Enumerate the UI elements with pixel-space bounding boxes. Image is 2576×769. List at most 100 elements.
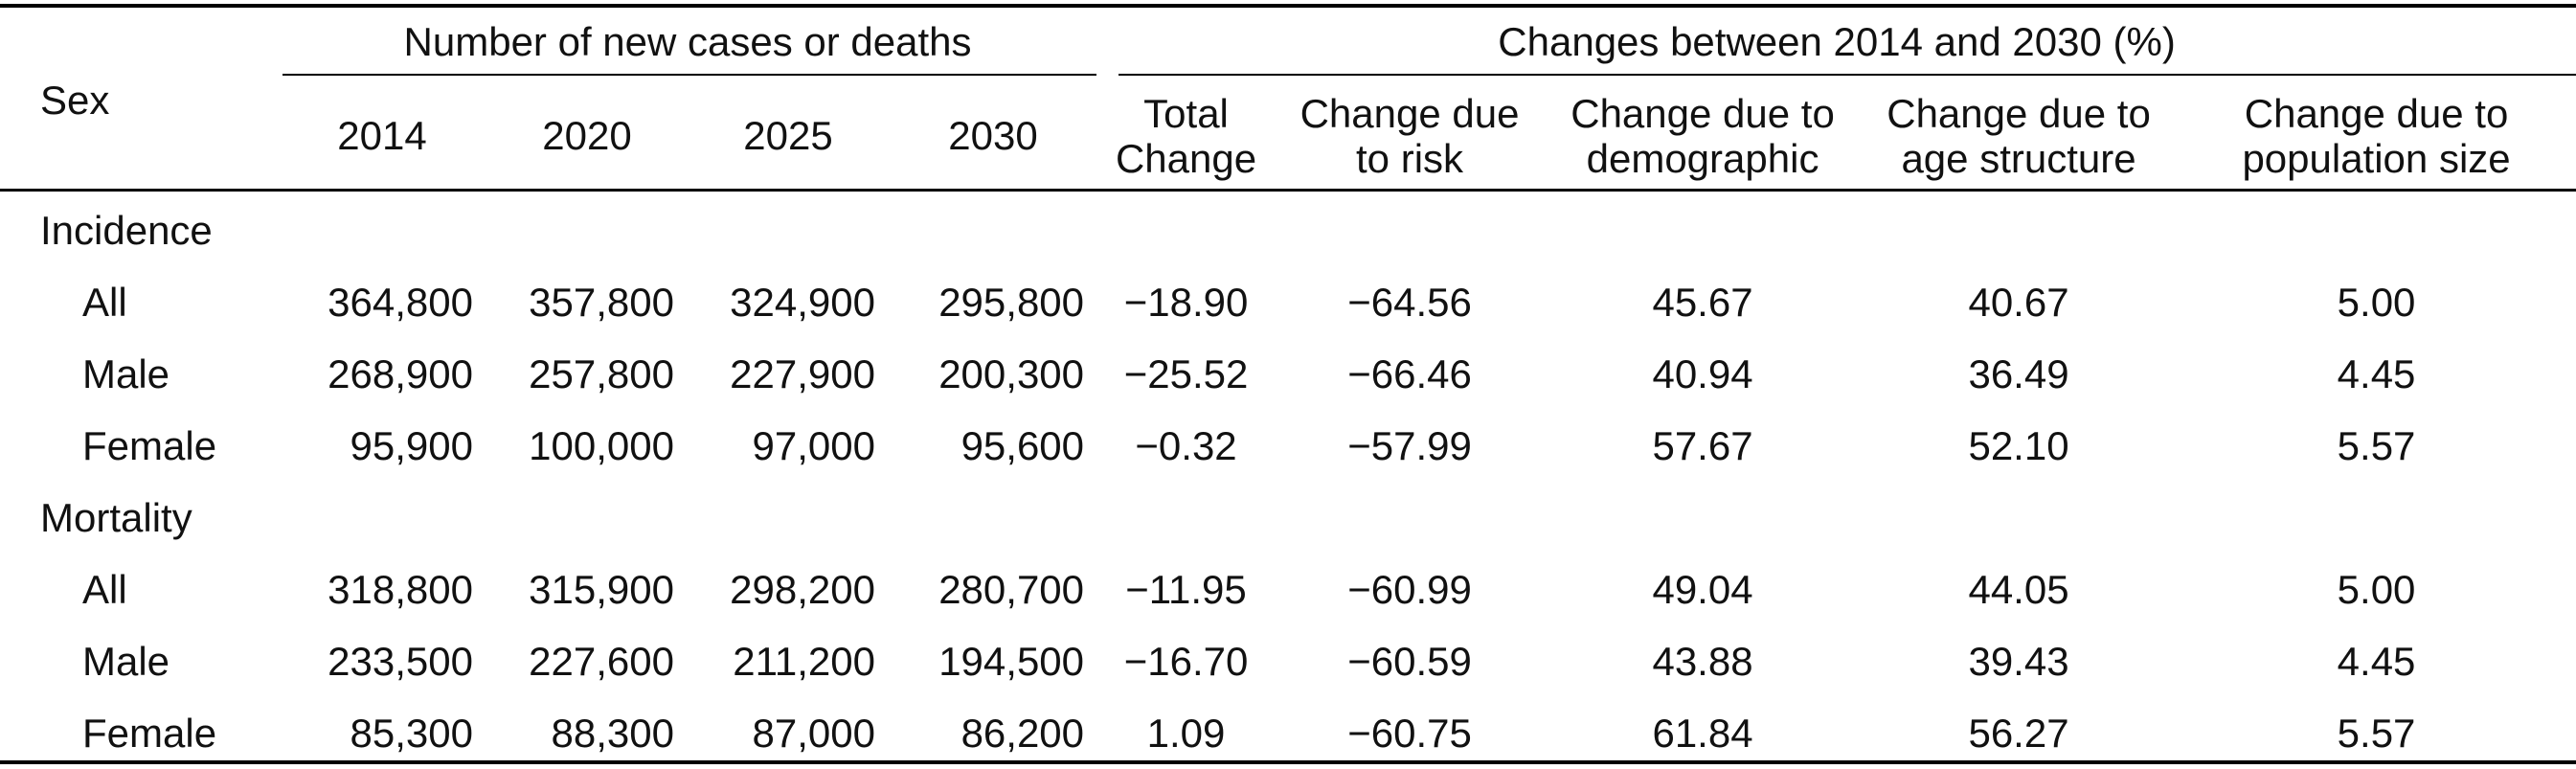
year-header-2014: 2014 (337, 113, 427, 159)
count-cell: 95,900 (350, 422, 473, 468)
changes-group-header: Changes between 2014 and 2030 (%) (1498, 18, 2176, 64)
change-cell: 45.67 (1652, 279, 1753, 325)
change-cell: 1.09 (1146, 710, 1226, 756)
change-cell: 61.84 (1652, 710, 1753, 756)
year-header-2025: 2025 (743, 113, 833, 159)
header-line: Change (1115, 136, 1257, 181)
change-cell: 44.05 (1968, 566, 2069, 612)
count-cell: 97,000 (752, 422, 875, 468)
change-cell: −18.90 (1123, 279, 1249, 325)
change-cell: 43.88 (1652, 638, 1753, 684)
change-cell: 40.67 (1968, 279, 2069, 325)
header-line: Change due to (2244, 90, 2509, 136)
count-cell: 227,900 (730, 351, 875, 396)
counts-group-rule (282, 74, 1096, 76)
change-cell: −60.59 (1347, 638, 1472, 684)
header-line: age structure (1901, 136, 2136, 181)
count-cell: 318,800 (328, 566, 473, 612)
count-cell: 88,300 (551, 710, 674, 756)
header-line: demographic (1586, 136, 1819, 181)
change-cell: 40.94 (1652, 351, 1753, 396)
row-label: Male (82, 638, 170, 684)
change-cell: 5.57 (2337, 710, 2416, 756)
table-row: Male 268,900 257,800 227,900 200,300 −25… (0, 338, 2576, 410)
count-cell: 298,200 (730, 566, 875, 612)
header-line: population size (2242, 136, 2511, 181)
change-cell: −57.99 (1347, 422, 1472, 468)
count-cell: 233,500 (328, 638, 473, 684)
column-header-row: 2014 2020 2025 2030 Total Change Change … (0, 78, 2576, 194)
change-cell: −25.52 (1123, 351, 1249, 396)
header-line: Total (1143, 90, 1229, 136)
count-cell: 257,800 (529, 351, 674, 396)
count-cell: 87,000 (752, 710, 875, 756)
section-row-incidence: Incidence (0, 194, 2576, 266)
count-cell: 227,600 (529, 638, 674, 684)
count-cell: 211,200 (733, 638, 875, 684)
row-label: All (82, 566, 127, 612)
count-cell: 295,800 (938, 279, 1085, 325)
row-label: Female (82, 422, 217, 468)
table-row: Female 85,300 88,300 87,000 86,200 1.09 … (0, 697, 2576, 769)
header-line: to risk (1356, 136, 1464, 181)
total-change-header: Total Change (1097, 78, 1275, 194)
group-header-row: Sex Number of new cases or deaths Change… (0, 0, 2576, 123)
population-size-change-header: Change due to population size (2177, 78, 2576, 194)
header-bottom-rule (0, 189, 2576, 192)
change-cell: 5.57 (2337, 422, 2416, 468)
count-cell: 194,500 (938, 638, 1085, 684)
row-label: All (82, 279, 127, 325)
change-cell: −0.32 (1135, 422, 1237, 468)
section-title: Incidence (40, 207, 213, 253)
sex-header: Sex (40, 77, 110, 123)
count-cell: 100,000 (529, 422, 674, 468)
count-cell: 95,600 (960, 422, 1085, 468)
change-cell: −11.95 (1125, 566, 1247, 612)
row-label: Female (82, 710, 217, 756)
change-cell: 39.43 (1968, 638, 2069, 684)
table-row: Male 233,500 227,600 211,200 194,500 −16… (0, 625, 2576, 697)
section-title: Mortality (40, 494, 192, 540)
count-cell: 324,900 (730, 279, 875, 325)
change-cell: −60.99 (1347, 566, 1472, 612)
change-cell: 4.45 (2337, 351, 2416, 396)
change-cell: 52.10 (1968, 422, 2069, 468)
risk-change-header: Change due to risk (1275, 78, 1545, 194)
count-cell: 200,300 (938, 351, 1085, 396)
count-cell: 85,300 (350, 710, 473, 756)
change-cell: 5.00 (2337, 566, 2416, 612)
year-header-2030: 2030 (948, 113, 1038, 159)
change-cell: −66.46 (1347, 351, 1472, 396)
count-cell: 357,800 (529, 279, 674, 325)
change-cell: 56.27 (1968, 710, 2069, 756)
count-cell: 315,900 (529, 566, 674, 612)
table-top-rule (0, 4, 2576, 8)
counts-group-header: Number of new cases or deaths (403, 18, 972, 64)
header-line: Change due to (1570, 90, 1835, 136)
section-row-mortality: Mortality (0, 482, 2576, 554)
count-cell: 364,800 (328, 279, 473, 325)
header-line: Change due to (1887, 90, 2151, 136)
change-cell: −60.75 (1347, 710, 1472, 756)
change-cell: 57.67 (1652, 422, 1753, 468)
year-header-2020: 2020 (542, 113, 632, 159)
count-cell: 280,700 (938, 566, 1085, 612)
demographic-change-header: Change due to demographic (1545, 78, 1861, 194)
change-cell: −16.70 (1123, 638, 1249, 684)
table-row: Female 95,900 100,000 97,000 95,600 −0.3… (0, 410, 2576, 482)
change-cell: 49.04 (1652, 566, 1753, 612)
change-cell: 4.45 (2337, 638, 2416, 684)
change-cell: −64.56 (1347, 279, 1472, 325)
change-cell: 36.49 (1968, 351, 2069, 396)
table-row: All 364,800 357,800 324,900 295,800 −18.… (0, 266, 2576, 338)
table-row: All 318,800 315,900 298,200 280,700 −11.… (0, 554, 2576, 625)
header-line: Change due (1299, 90, 1520, 136)
table-bottom-rule (0, 760, 2576, 764)
age-structure-change-header: Change due to age structure (1861, 78, 2177, 194)
count-cell: 86,200 (960, 710, 1085, 756)
count-cell: 268,900 (328, 351, 473, 396)
changes-group-rule (1119, 74, 2576, 76)
change-cell: 5.00 (2337, 279, 2416, 325)
